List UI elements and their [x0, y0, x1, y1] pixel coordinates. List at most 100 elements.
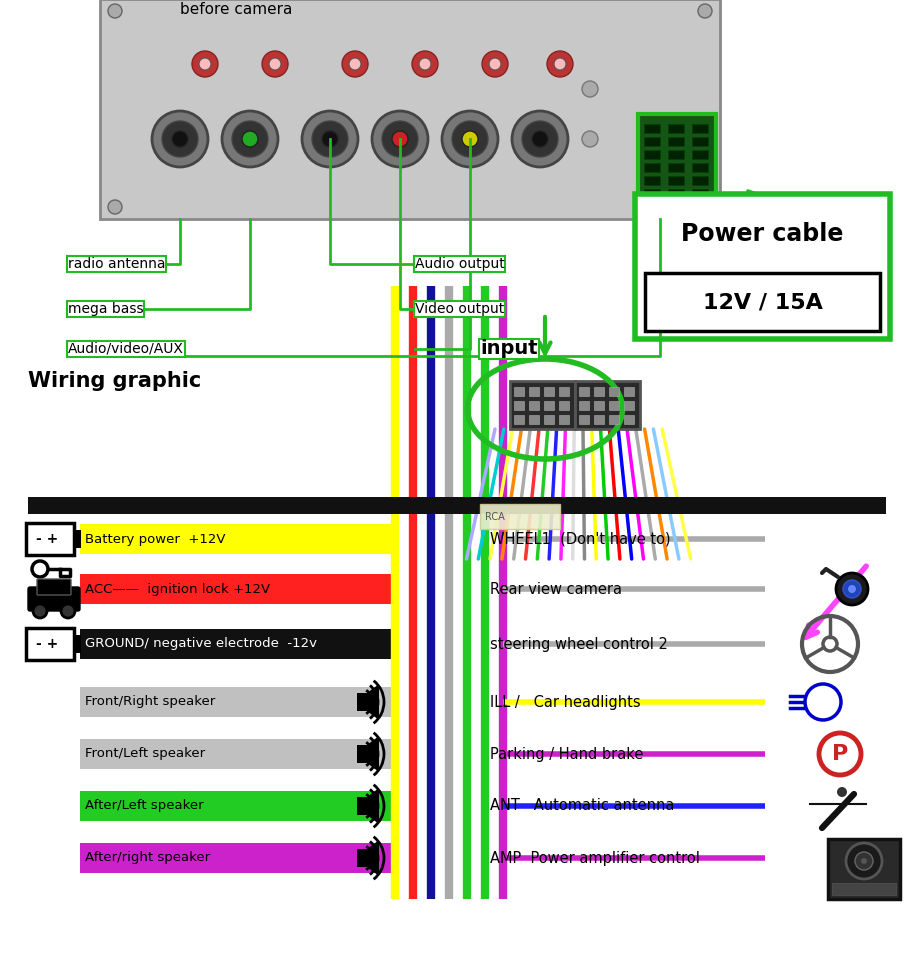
Bar: [80, 574, 394, 604]
Bar: [643, 189, 660, 198]
Circle shape: [581, 131, 598, 147]
Bar: [28, 497, 885, 514]
Text: mega bass: mega bass: [68, 302, 143, 316]
Circle shape: [107, 4, 122, 18]
FancyBboxPatch shape: [28, 587, 80, 611]
Bar: [26, 628, 74, 660]
Polygon shape: [356, 840, 379, 876]
Bar: [514, 415, 524, 424]
Circle shape: [521, 121, 558, 157]
Bar: [528, 401, 538, 410]
Bar: [609, 401, 619, 410]
Bar: [691, 124, 707, 133]
Circle shape: [269, 58, 281, 70]
Text: Front/Right speaker: Front/Right speaker: [85, 695, 215, 709]
Bar: [578, 415, 589, 424]
Circle shape: [845, 843, 881, 879]
Circle shape: [33, 604, 47, 618]
Bar: [80, 524, 394, 554]
Bar: [644, 273, 879, 331]
Text: Parking / Hand brake: Parking / Hand brake: [489, 746, 642, 761]
Polygon shape: [356, 684, 379, 720]
Bar: [634, 194, 889, 339]
FancyBboxPatch shape: [37, 579, 71, 595]
Text: AMP  Power amplifier control: AMP Power amplifier control: [489, 851, 699, 866]
Bar: [643, 124, 660, 133]
Bar: [623, 415, 633, 424]
Circle shape: [452, 121, 487, 157]
Circle shape: [511, 111, 568, 167]
Text: - +: - +: [36, 637, 58, 651]
Circle shape: [199, 58, 210, 70]
Bar: [543, 415, 553, 424]
Circle shape: [697, 200, 711, 214]
Circle shape: [342, 51, 368, 77]
Circle shape: [836, 787, 846, 797]
Polygon shape: [356, 736, 379, 772]
Text: After/right speaker: After/right speaker: [85, 852, 210, 864]
Circle shape: [412, 51, 437, 77]
Text: Audio output: Audio output: [415, 257, 504, 271]
Bar: [643, 150, 660, 159]
Circle shape: [192, 51, 218, 77]
Circle shape: [462, 131, 477, 147]
Circle shape: [442, 111, 497, 167]
Bar: [80, 843, 394, 873]
Bar: [643, 176, 660, 185]
Circle shape: [261, 51, 288, 77]
Bar: [80, 791, 394, 821]
Bar: [74, 530, 81, 548]
Bar: [558, 415, 568, 424]
Circle shape: [697, 4, 711, 18]
Bar: [831, 883, 895, 895]
Circle shape: [372, 111, 427, 167]
Circle shape: [152, 111, 208, 167]
Text: P: P: [831, 744, 847, 764]
Circle shape: [241, 131, 258, 147]
Text: Battery power  +12V: Battery power +12V: [85, 532, 225, 546]
Bar: [80, 687, 394, 717]
Text: Audio/video/AUX: Audio/video/AUX: [68, 342, 184, 356]
Circle shape: [847, 585, 855, 593]
Circle shape: [835, 573, 867, 605]
Bar: [100, 0, 719, 219]
Circle shape: [818, 733, 860, 775]
Bar: [691, 150, 707, 159]
Bar: [80, 629, 394, 659]
Bar: [593, 415, 603, 424]
Circle shape: [61, 604, 75, 618]
Bar: [593, 387, 603, 396]
Circle shape: [172, 131, 188, 147]
Text: After/Left speaker: After/Left speaker: [85, 800, 203, 812]
Bar: [26, 523, 74, 555]
Bar: [667, 124, 683, 133]
Circle shape: [854, 852, 872, 870]
Circle shape: [547, 51, 572, 77]
Text: radio antenna: radio antenna: [68, 257, 165, 271]
Text: ILL /   Car headlights: ILL / Car headlights: [489, 694, 640, 710]
Bar: [578, 401, 589, 410]
Bar: [514, 401, 524, 410]
Circle shape: [221, 111, 278, 167]
Bar: [691, 176, 707, 185]
Circle shape: [418, 58, 431, 70]
Circle shape: [312, 121, 348, 157]
Circle shape: [860, 858, 866, 864]
Circle shape: [392, 131, 407, 147]
Text: Video output: Video output: [415, 302, 504, 316]
Bar: [514, 387, 524, 396]
Bar: [691, 163, 707, 172]
Circle shape: [302, 111, 358, 167]
Text: - +: - +: [36, 532, 58, 546]
Text: WHEEL1  (Don't have to): WHEEL1 (Don't have to): [489, 531, 670, 547]
Bar: [667, 163, 683, 172]
Polygon shape: [356, 788, 379, 824]
Text: ANT   Automatic antenna: ANT Automatic antenna: [489, 799, 673, 813]
Bar: [643, 137, 660, 146]
Bar: [558, 387, 568, 396]
Bar: [667, 176, 683, 185]
Circle shape: [581, 81, 598, 97]
Bar: [558, 401, 568, 410]
Bar: [574, 381, 640, 429]
Circle shape: [349, 58, 361, 70]
